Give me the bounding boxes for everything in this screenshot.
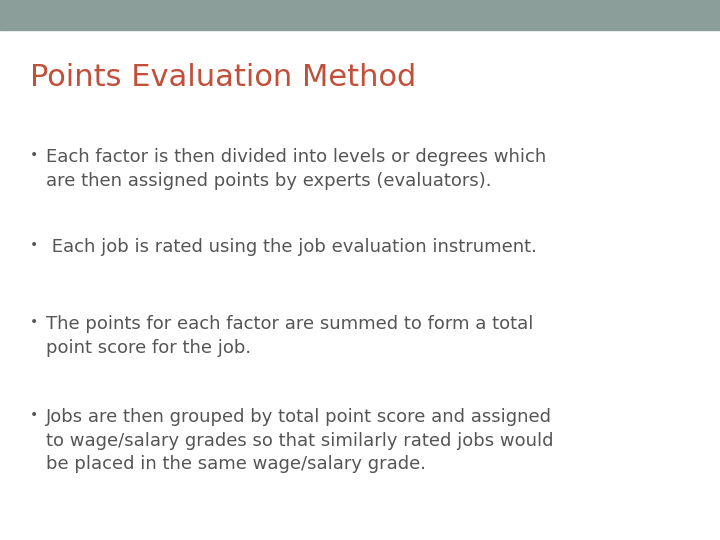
Text: Jobs are then grouped by total point score and assigned
to wage/salary grades so: Jobs are then grouped by total point sco…: [46, 408, 554, 473]
Text: •: •: [30, 148, 38, 162]
Text: Each job is rated using the job evaluation instrument.: Each job is rated using the job evaluati…: [46, 238, 537, 256]
Text: •: •: [30, 315, 38, 329]
Text: Each factor is then divided into levels or degrees which
are then assigned point: Each factor is then divided into levels …: [46, 148, 546, 190]
Text: The points for each factor are summed to form a total
point score for the job.: The points for each factor are summed to…: [46, 315, 534, 356]
Text: Points Evaluation Method: Points Evaluation Method: [30, 64, 416, 92]
Text: •: •: [30, 238, 38, 252]
Text: •: •: [30, 408, 38, 422]
Bar: [0, 0, 720, 30]
